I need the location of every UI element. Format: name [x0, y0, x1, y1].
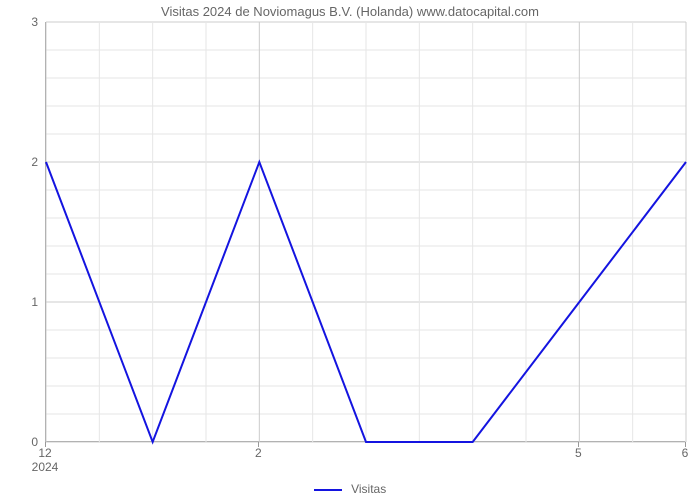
- series-line: [46, 22, 686, 442]
- x-tick-label: 5: [575, 446, 582, 460]
- plot-area: [45, 22, 685, 442]
- chart-title: Visitas 2024 de Noviomagus B.V. (Holanda…: [0, 4, 700, 19]
- x-tick-label: 2: [255, 446, 262, 460]
- x-tick-label: 12: [38, 446, 51, 460]
- x-tick-mark: [578, 442, 579, 447]
- line-chart: Visitas 2024 de Noviomagus B.V. (Holanda…: [0, 0, 700, 500]
- x-tick-mark: [45, 442, 46, 447]
- x-period-label: 2024: [32, 460, 59, 474]
- x-tick-mark: [258, 442, 259, 447]
- y-tick-label: 0: [0, 435, 38, 449]
- y-tick-label: 1: [0, 295, 38, 309]
- x-tick-label: 6: [682, 446, 689, 460]
- y-tick-label: 3: [0, 15, 38, 29]
- legend-label: Visitas: [351, 482, 386, 496]
- legend-swatch: [314, 489, 342, 491]
- x-tick-mark: [685, 442, 686, 447]
- legend: Visitas: [0, 482, 700, 496]
- y-tick-label: 2: [0, 155, 38, 169]
